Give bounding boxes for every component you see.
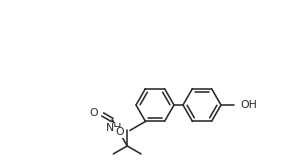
Text: OH: OH — [240, 100, 257, 110]
Text: O: O — [115, 127, 123, 137]
Text: O: O — [89, 108, 98, 118]
Text: NH: NH — [105, 123, 122, 133]
